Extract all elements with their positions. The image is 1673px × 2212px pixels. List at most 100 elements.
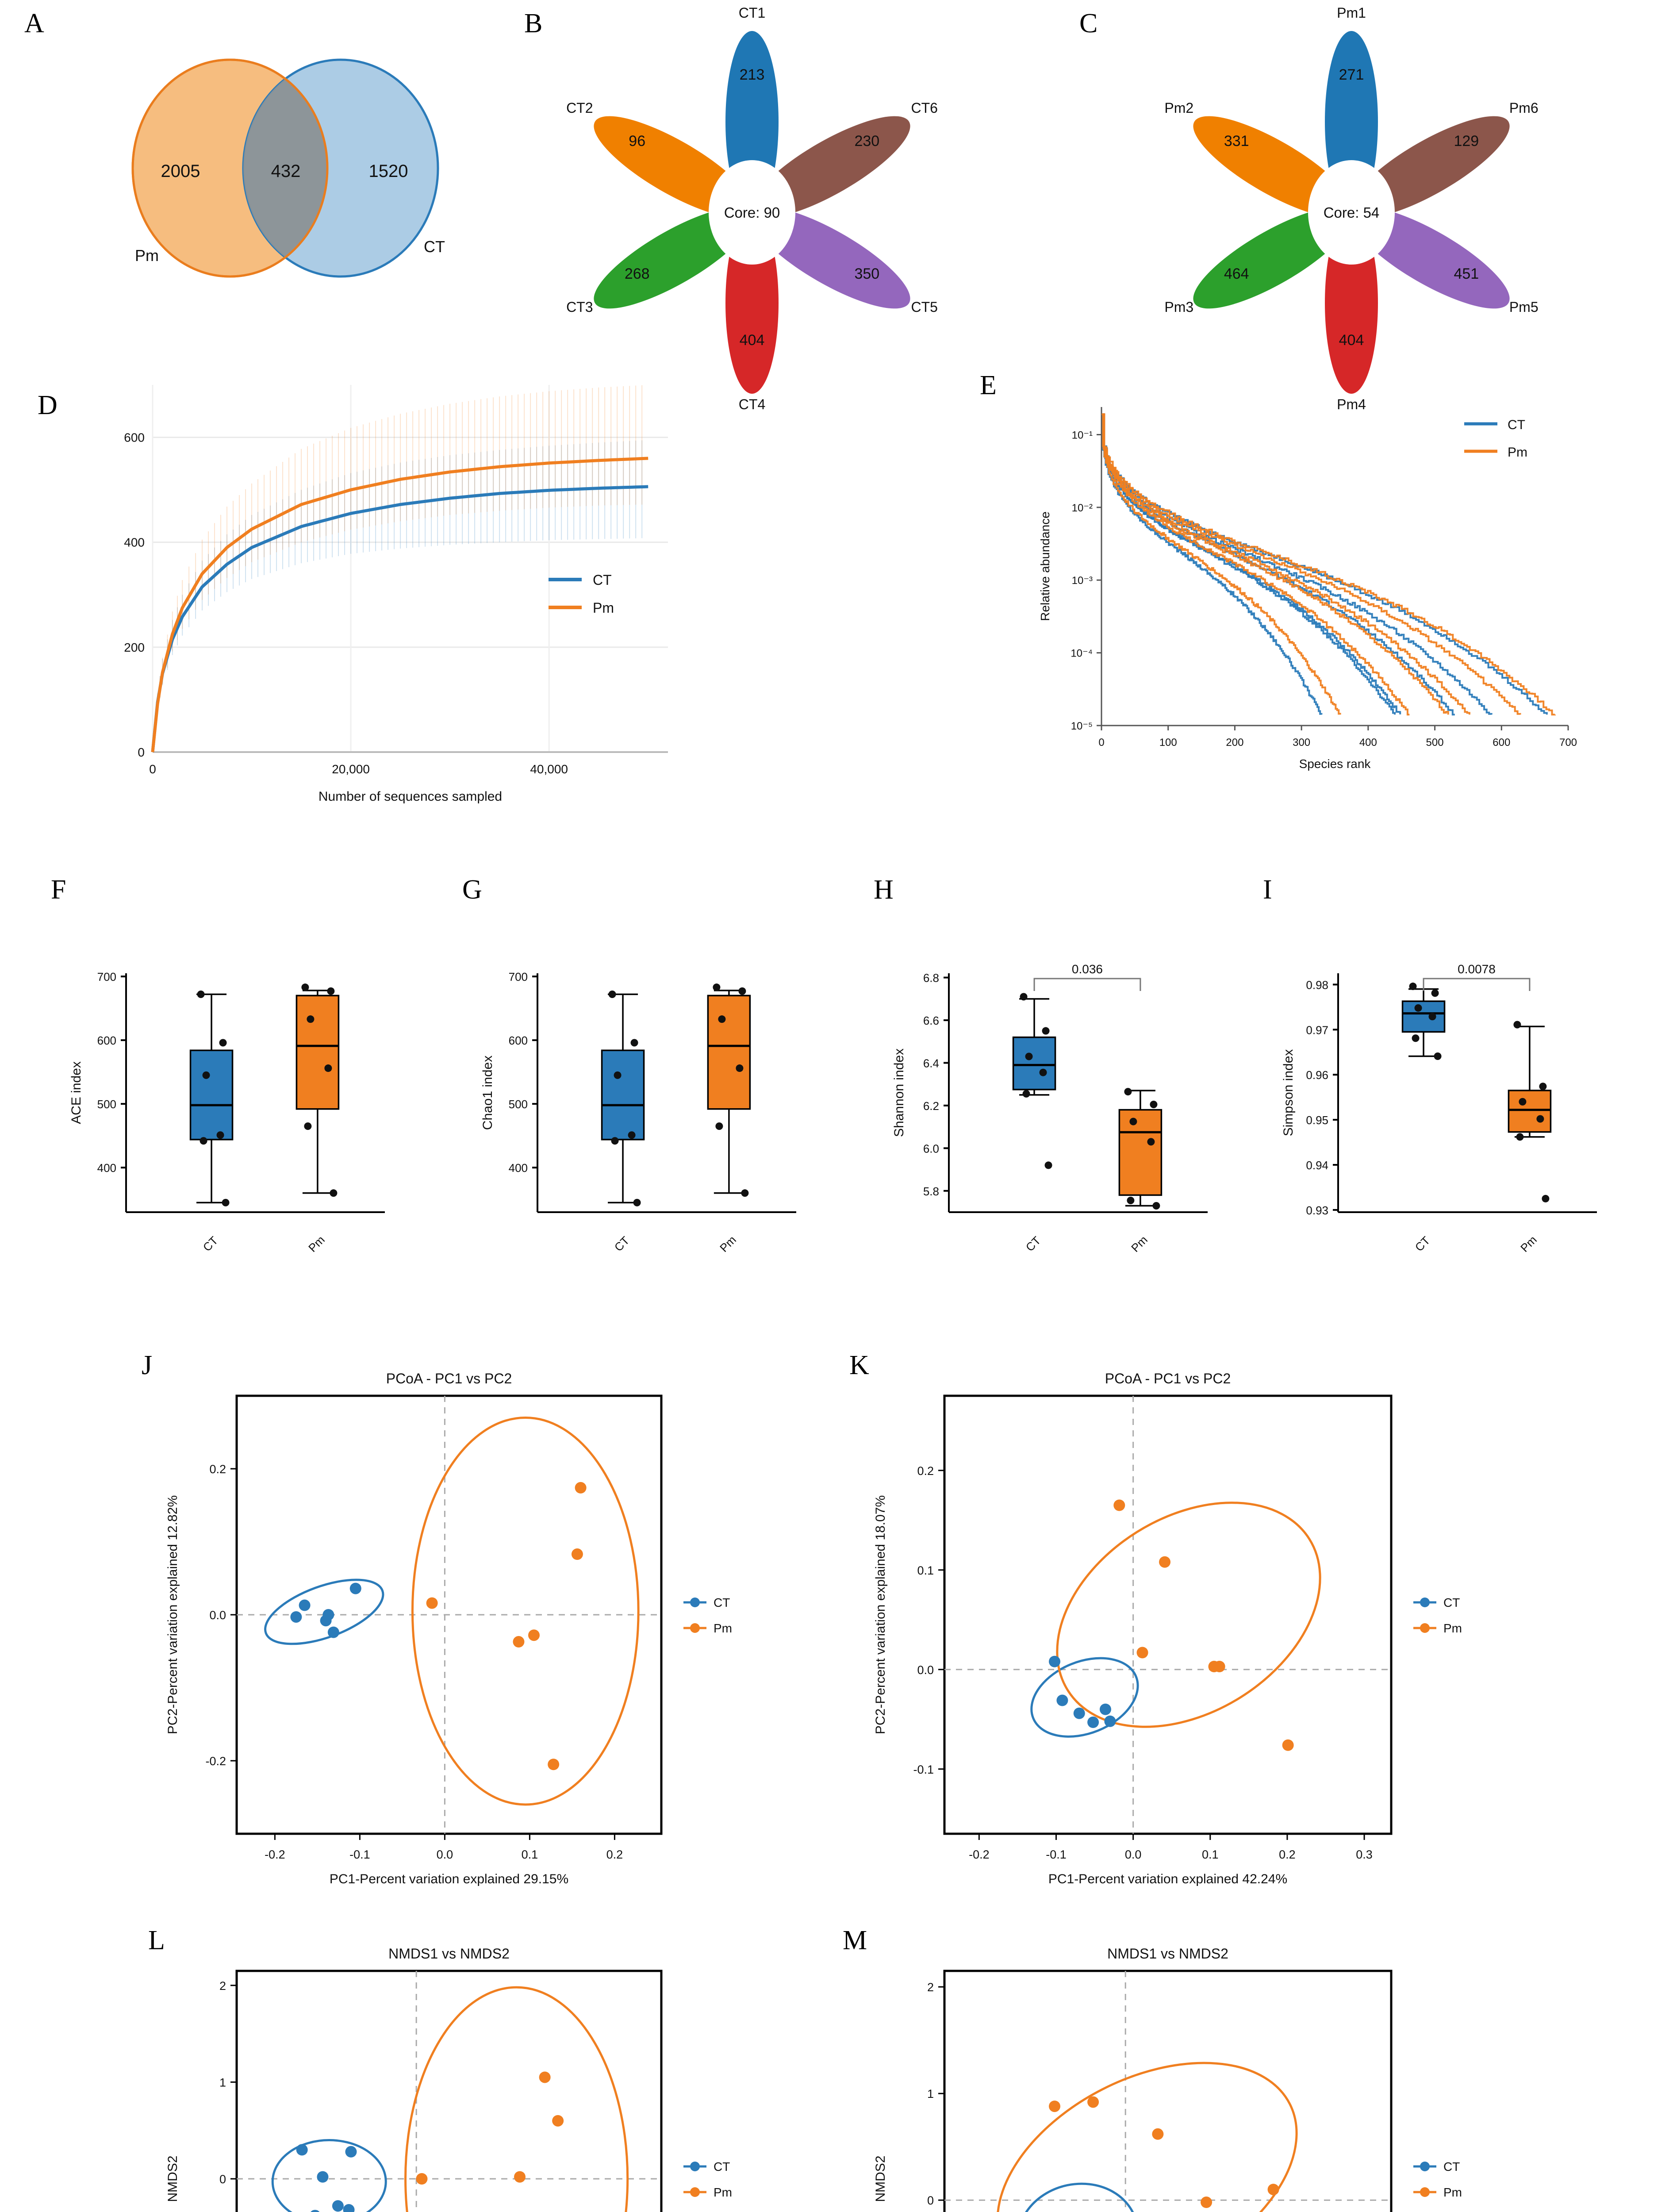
- y-axis-title-e: Relative abundance: [1038, 511, 1052, 621]
- flower-core-label-b: Core: 90: [724, 204, 780, 221]
- y-tick-h: 5.8: [923, 1185, 939, 1198]
- data-point: [1542, 1194, 1550, 1202]
- data-point-ct: [322, 1609, 334, 1621]
- panel-label-l: L: [148, 1925, 165, 1955]
- ci-band-CT: [154, 440, 643, 731]
- petal-name-pm1: Pm1: [1337, 5, 1366, 21]
- data-point-pm: [416, 2173, 428, 2185]
- panel-label-e: E: [980, 370, 997, 400]
- petal-value-pm3: 464: [1224, 265, 1249, 282]
- data-point-pm: [528, 1629, 540, 1641]
- data-point: [197, 991, 205, 998]
- data-point: [1434, 1052, 1442, 1060]
- data-point: [628, 1131, 636, 1139]
- panel-label-a: A: [24, 8, 44, 38]
- venn-label-ct: CT: [424, 238, 445, 256]
- rank-curve-ct-2: [1101, 413, 1396, 715]
- data-point: [327, 987, 335, 995]
- legend-label-pm: Pm: [714, 2185, 732, 2199]
- boxplot-pm: [295, 983, 340, 1197]
- data-point-pm: [1113, 1499, 1125, 1511]
- venn-overlap-count: 432: [271, 161, 301, 181]
- data-point-ct: [317, 2171, 329, 2183]
- data-point: [301, 983, 309, 991]
- legend-label-ct: CT: [593, 572, 612, 588]
- petal-value-ct3: 268: [625, 265, 650, 282]
- significance-bracket: 0.0078: [1423, 962, 1531, 991]
- x-tick-pm: Pm: [1518, 1233, 1539, 1255]
- data-point: [713, 983, 721, 991]
- y-tick-h: 6.6: [923, 1014, 939, 1027]
- data-point-pm: [1201, 2197, 1213, 2208]
- legend-d: CT Pm: [549, 572, 614, 616]
- y-tick-l: 1: [219, 2076, 226, 2089]
- legend-l: CT Pm: [683, 2160, 732, 2199]
- y-tick-i: 0.97: [1306, 1023, 1328, 1037]
- boxplot-ct: [1012, 993, 1056, 1169]
- data-point-pm: [1087, 2096, 1099, 2108]
- data-point-ct: [1087, 1717, 1099, 1728]
- y-tick-i: 0.96: [1306, 1068, 1328, 1082]
- y-tick-k: 0.2: [917, 1464, 934, 1478]
- legend-e: CT Pm: [1464, 418, 1527, 460]
- data-point: [219, 1039, 227, 1047]
- petal-name-ct5: CT5: [911, 299, 937, 315]
- data-point: [608, 991, 616, 998]
- y-tick-f: 400: [97, 1161, 116, 1175]
- x-tick-e: 200: [1226, 737, 1243, 749]
- y-tick-k: 0.0: [917, 1663, 934, 1677]
- legend-label-ct: CT: [1508, 418, 1525, 432]
- y-axis-title-k: PC2-Percent variation explained 18.07%: [873, 1495, 888, 1734]
- data-point: [1127, 1196, 1135, 1204]
- ci-band-Pm: [154, 385, 643, 732]
- y-tick-g: 400: [509, 1161, 528, 1175]
- data-point: [1022, 1090, 1030, 1098]
- legend-label-pm: Pm: [1443, 1621, 1462, 1635]
- data-point: [633, 1198, 641, 1206]
- data-point-pm: [426, 1597, 438, 1609]
- data-point: [330, 1189, 338, 1197]
- boxplot-ct: [1401, 983, 1446, 1060]
- cluster-ellipse-ct: [1017, 2182, 1139, 2212]
- cluster-ellipse-pm: [404, 1986, 629, 2212]
- data-point: [630, 1039, 638, 1047]
- y-tick-e: 10⁻³: [1072, 575, 1093, 587]
- data-point-ct: [349, 1582, 361, 1594]
- data-point-ct: [1073, 1707, 1085, 1719]
- plot-frame: [943, 1970, 1393, 2212]
- data-point-pm: [1136, 1647, 1148, 1659]
- y-axis-title-f: ACE index: [69, 1061, 84, 1124]
- boxplot-ct: [189, 991, 234, 1206]
- plot-frame: [943, 1394, 1393, 1835]
- flower-core-label-c: Core: 54: [1324, 204, 1380, 221]
- data-point: [200, 1137, 207, 1145]
- x-tick-ct: CT: [200, 1234, 221, 1254]
- data-point: [718, 1015, 726, 1023]
- y-axis-title-m: NMDS2: [873, 2155, 888, 2202]
- y-tick-d: 400: [124, 536, 145, 549]
- y-axis-title-j: PC2-Percent variation explained 12.82%: [165, 1495, 180, 1734]
- data-point: [222, 1198, 230, 1206]
- legend-m: CT Pm: [1413, 2160, 1462, 2199]
- venn-label-pm: Pm: [135, 246, 159, 265]
- x-tick-k: 0.3: [1356, 1848, 1373, 1861]
- flower-core-c: [1308, 160, 1395, 265]
- x-tick-k: 0.0: [1125, 1848, 1142, 1861]
- data-point-pm: [1213, 1661, 1225, 1672]
- venn-right-count: 1520: [369, 161, 408, 181]
- y-tick-h: 6.8: [923, 972, 939, 985]
- data-point: [715, 1122, 723, 1130]
- data-point-ct: [1104, 1715, 1116, 1727]
- y-tick-e: 10⁻¹: [1072, 429, 1093, 441]
- petal-name-pm6: Pm6: [1509, 100, 1539, 116]
- legend-label-ct: CT: [1443, 1596, 1460, 1609]
- petal-name-ct4: CT4: [739, 396, 765, 412]
- x-tick-e: 100: [1159, 737, 1177, 749]
- petal-name-pm5: Pm5: [1509, 299, 1539, 315]
- y-tick-g: 500: [509, 1098, 528, 1111]
- legend-label-ct: CT: [714, 2160, 730, 2174]
- y-tick-j: 0.0: [209, 1609, 226, 1622]
- venn-left-count: 2005: [161, 161, 200, 181]
- petal-name-pm2: Pm2: [1164, 100, 1193, 116]
- data-point: [1147, 1138, 1155, 1146]
